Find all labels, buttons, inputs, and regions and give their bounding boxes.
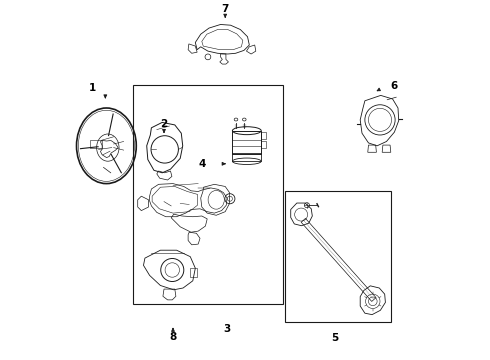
Text: 5: 5	[331, 333, 339, 343]
Text: 7: 7	[221, 4, 229, 14]
Text: 4: 4	[198, 159, 205, 169]
Text: 1: 1	[88, 83, 96, 93]
Text: 3: 3	[223, 324, 231, 334]
Bar	[261, 132, 266, 139]
Bar	[133, 85, 283, 304]
Bar	[285, 191, 391, 322]
Text: 6: 6	[391, 81, 398, 91]
Bar	[190, 268, 197, 277]
Bar	[261, 141, 266, 148]
Bar	[90, 140, 102, 148]
Bar	[232, 131, 261, 154]
Text: 8: 8	[170, 332, 176, 342]
Bar	[232, 153, 261, 161]
Text: 2: 2	[160, 119, 168, 129]
